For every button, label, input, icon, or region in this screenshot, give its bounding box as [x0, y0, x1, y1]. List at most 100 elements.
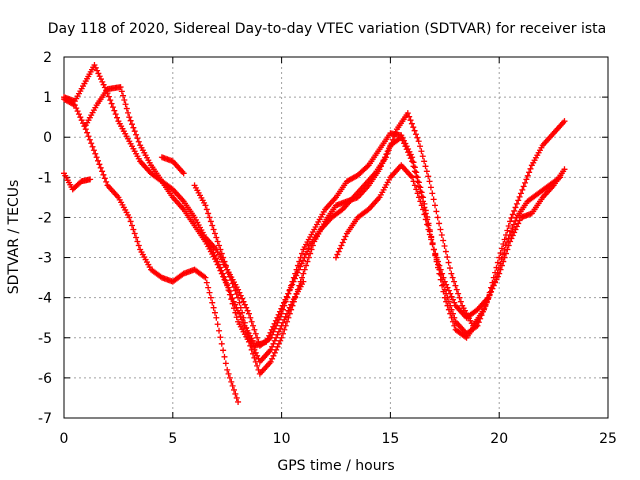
data-point — [338, 242, 345, 249]
data-point — [517, 190, 524, 197]
data-point — [270, 352, 277, 359]
data-point — [213, 234, 220, 241]
data-point — [408, 120, 415, 127]
data-point — [211, 252, 218, 259]
data-point — [226, 288, 233, 295]
data-point — [434, 214, 441, 221]
y-tick-label: -1 — [38, 170, 52, 186]
data-point — [384, 150, 391, 157]
data-point — [236, 289, 243, 296]
data-point — [270, 340, 277, 347]
data-point — [238, 316, 245, 323]
data-point — [281, 326, 288, 333]
data-point — [122, 101, 129, 108]
data-point — [426, 231, 433, 238]
data-point — [451, 314, 458, 321]
data-point — [213, 314, 220, 321]
data-point — [95, 157, 101, 164]
data-point — [299, 274, 305, 281]
data-point — [209, 222, 216, 229]
data-point — [507, 238, 514, 245]
data-point — [438, 231, 445, 238]
data-point — [457, 298, 464, 305]
y-tick-label: -7 — [38, 411, 52, 427]
data-point — [101, 175, 108, 182]
data-point — [269, 343, 276, 350]
data-point — [91, 62, 98, 69]
data-point — [445, 298, 452, 305]
data-point — [133, 131, 140, 138]
data-point — [97, 164, 104, 171]
data-point — [274, 331, 281, 338]
data-point — [504, 227, 511, 234]
series-sat-d — [158, 154, 187, 177]
data-point — [488, 288, 495, 295]
data-point — [90, 147, 97, 154]
data-point — [279, 319, 286, 326]
data-point — [107, 97, 114, 104]
data-point — [114, 114, 121, 121]
y-tick-label: -2 — [38, 210, 52, 226]
data-point — [267, 346, 274, 353]
y-axis-label: SDTVAR / TECUs — [6, 180, 22, 295]
data-point — [511, 207, 518, 214]
data-point — [441, 243, 448, 250]
data-point — [410, 178, 417, 185]
data-point — [425, 226, 432, 233]
data-point — [211, 309, 218, 316]
data-point — [410, 159, 417, 166]
data-point — [73, 105, 80, 112]
data-point — [520, 183, 527, 190]
data-point — [213, 255, 220, 262]
grid — [64, 57, 608, 418]
data-point — [252, 358, 259, 365]
data-point — [208, 246, 215, 253]
data-point — [207, 218, 214, 225]
data-point — [277, 325, 284, 332]
data-point — [93, 154, 100, 161]
data-point — [436, 262, 443, 269]
data-point — [509, 211, 516, 218]
data-point — [214, 258, 221, 265]
data-point — [433, 254, 440, 261]
data-point — [217, 264, 224, 271]
data-point — [524, 172, 531, 179]
axis-ticks: 0 5 10 15 20 25 -7 -6 -5 -4 -3 -2 -1 0 1 2 — [38, 50, 617, 447]
data-point — [296, 282, 303, 289]
y-tick-label: -6 — [38, 371, 52, 387]
data-point — [389, 136, 396, 143]
data-point — [446, 265, 453, 272]
data-point — [273, 346, 280, 353]
data-point — [281, 299, 288, 306]
data-point — [86, 136, 93, 143]
series-sat-e — [61, 170, 94, 193]
data-point — [267, 358, 274, 365]
data-point — [505, 242, 512, 249]
data-point — [444, 254, 451, 261]
data-point — [214, 321, 221, 328]
data-point — [223, 281, 230, 288]
data-point — [409, 174, 416, 181]
data-point — [251, 354, 258, 361]
data-point — [433, 208, 440, 215]
data-point — [480, 306, 487, 313]
data-point — [235, 398, 242, 405]
data-point — [230, 298, 237, 305]
data-point — [180, 170, 187, 177]
data-point — [275, 328, 282, 335]
data-point — [422, 163, 429, 170]
data-point — [456, 294, 463, 301]
data-point — [288, 306, 295, 313]
data-point — [247, 342, 254, 349]
data-point — [203, 279, 210, 286]
data-point — [131, 128, 138, 135]
data-point — [437, 266, 444, 273]
data-point — [426, 178, 433, 185]
data-point — [219, 270, 226, 277]
data-point — [448, 306, 455, 313]
data-point — [489, 285, 496, 292]
data-point — [511, 229, 518, 236]
data-point — [218, 267, 225, 274]
data-point — [435, 258, 441, 265]
